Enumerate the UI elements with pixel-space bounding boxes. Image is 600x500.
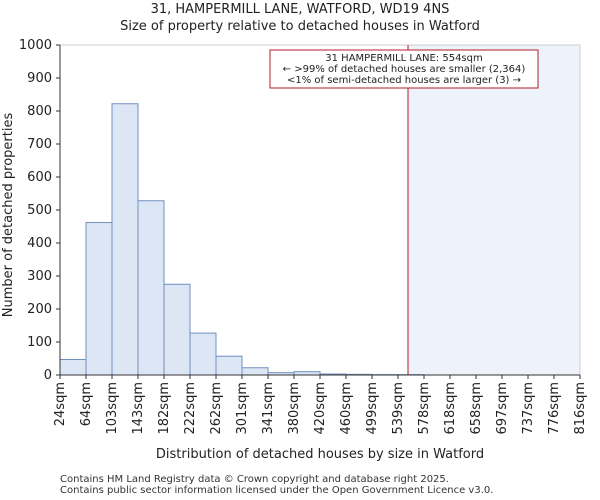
x-tick-label: 143sqm bbox=[131, 382, 146, 435]
annotation-line-2: ← >99% of detached houses are smaller (2… bbox=[283, 64, 526, 75]
y-tick-label: 300 bbox=[27, 269, 52, 284]
annotation-line-1: 31 HAMPERMILL LANE: 554sqm bbox=[325, 53, 482, 64]
x-tick-label: 776sqm bbox=[547, 382, 562, 435]
x-tick-label: 539sqm bbox=[391, 382, 406, 435]
credit-line-2: Contains public sector information licen… bbox=[60, 485, 494, 496]
bar-222sqm bbox=[189, 332, 217, 376]
x-tick-label: 301sqm bbox=[235, 382, 250, 435]
x-tick-label: 460sqm bbox=[339, 382, 354, 435]
x-tick-label: 816sqm bbox=[573, 382, 588, 435]
x-tick-label: 499sqm bbox=[365, 382, 380, 435]
bar-182sqm bbox=[163, 283, 191, 376]
y-axis-label: Number of detached properties bbox=[1, 113, 16, 318]
y-tick-label: 100 bbox=[27, 335, 52, 350]
x-tick-label: 24sqm bbox=[53, 382, 68, 426]
y-tick-label: 1000 bbox=[19, 38, 52, 53]
y-tick-label: 500 bbox=[27, 203, 52, 218]
x-tick-label: 64sqm bbox=[79, 382, 94, 426]
x-tick-label: 618sqm bbox=[443, 382, 458, 435]
y-tick-label: 800 bbox=[27, 104, 52, 119]
y-tick-label: 200 bbox=[27, 302, 52, 317]
histogram-chart: 0 100 200 300 400 500 600 700 800 900 1000 24sqm 64s… bbox=[1, 38, 588, 462]
bar-24sqm bbox=[59, 358, 87, 376]
x-tick-label: 737sqm bbox=[521, 382, 536, 435]
y-tick-label: 900 bbox=[27, 71, 52, 86]
x-tick-label: 341sqm bbox=[261, 382, 276, 435]
credit-line-1: Contains HM Land Registry data © Crown c… bbox=[60, 474, 449, 485]
x-tick-label: 182sqm bbox=[157, 382, 172, 435]
larger-region-shade bbox=[408, 45, 580, 375]
x-tick-label: 578sqm bbox=[417, 382, 432, 435]
bar-301sqm bbox=[241, 367, 269, 376]
x-axis-label: Distribution of detached houses by size … bbox=[156, 447, 484, 462]
chart-title: 31, HAMPERMILL LANE, WATFORD, WD19 4NS bbox=[150, 2, 450, 17]
annotation-line-3: <1% of semi-detached houses are larger (… bbox=[287, 75, 521, 86]
x-tick-label: 222sqm bbox=[183, 382, 198, 435]
bar-262sqm bbox=[215, 355, 243, 376]
x-tick-label: 658sqm bbox=[469, 382, 484, 435]
y-tick-label: 700 bbox=[27, 137, 52, 152]
bar-103sqm bbox=[111, 103, 139, 376]
bar-64sqm bbox=[85, 222, 113, 376]
x-tick-label: 380sqm bbox=[287, 382, 302, 435]
x-tick-label: 697sqm bbox=[495, 382, 510, 435]
y-tick-label: 600 bbox=[27, 170, 52, 185]
x-tick-label: 103sqm bbox=[105, 382, 120, 435]
x-tick-label: 262sqm bbox=[209, 382, 224, 435]
y-tick-label: 400 bbox=[27, 236, 52, 251]
annotation-box bbox=[269, 49, 539, 89]
x-tick-label: 420sqm bbox=[313, 382, 328, 435]
chart-subtitle: Size of property relative to detached ho… bbox=[120, 19, 480, 34]
y-tick-label: 0 bbox=[44, 368, 52, 383]
bar-143sqm bbox=[137, 200, 165, 376]
